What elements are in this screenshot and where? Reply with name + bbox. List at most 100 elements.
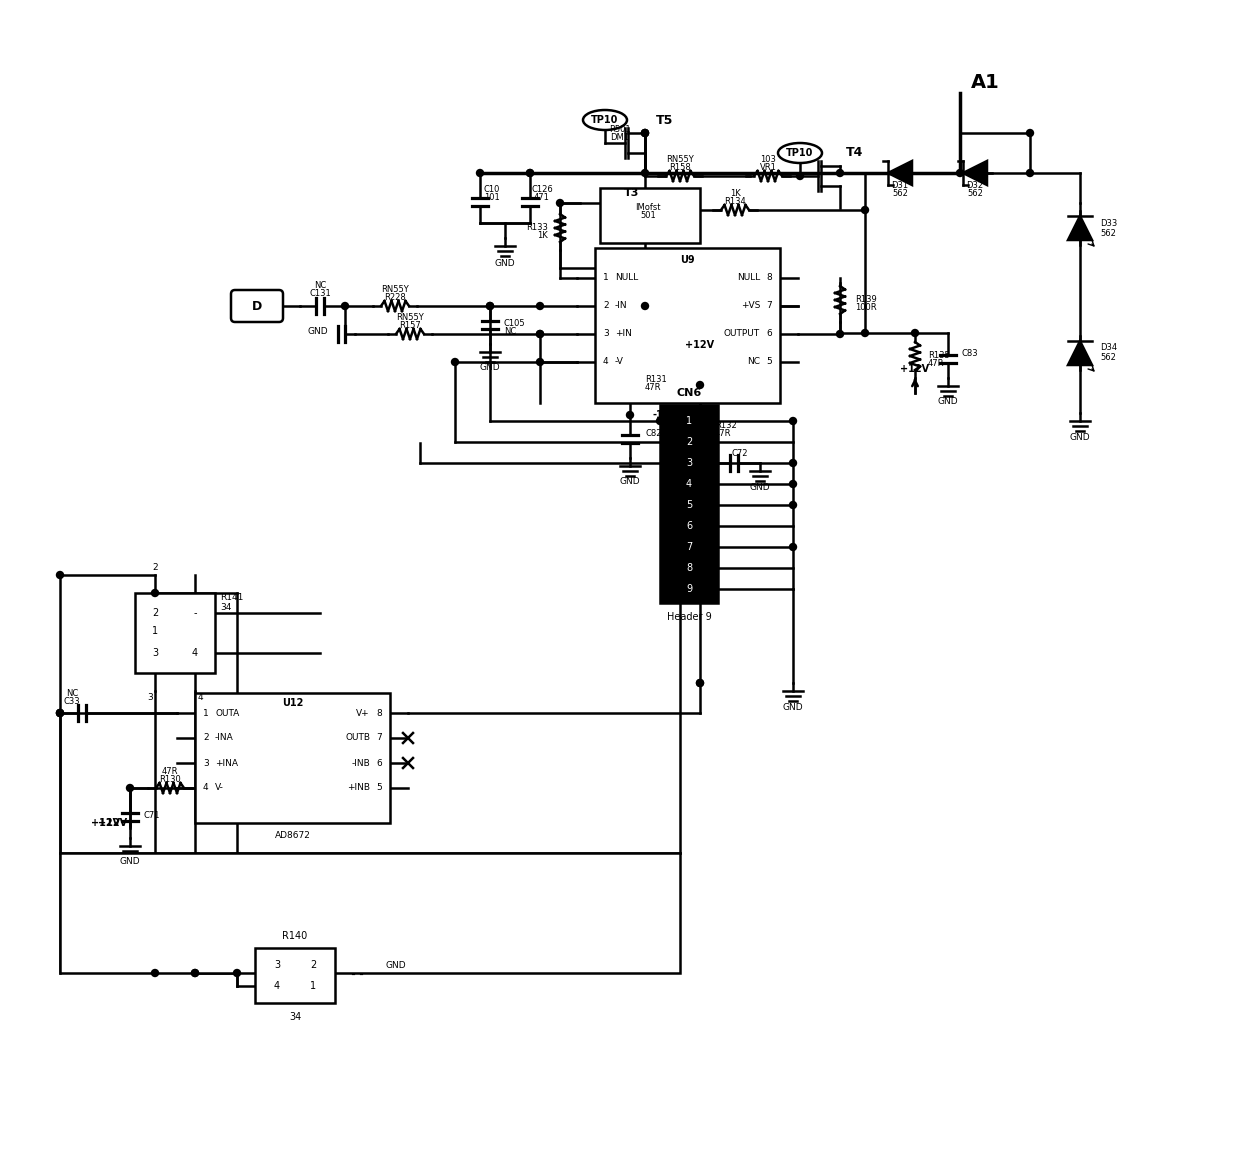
Text: 1: 1	[310, 981, 316, 991]
Text: 4: 4	[603, 358, 609, 366]
Text: 3: 3	[148, 692, 153, 701]
Text: C33: C33	[63, 697, 81, 705]
Text: 1: 1	[203, 708, 208, 718]
Text: R130: R130	[159, 774, 181, 784]
Text: 6: 6	[766, 330, 773, 339]
Text: 2: 2	[686, 438, 692, 447]
Text: R135: R135	[928, 352, 950, 360]
Text: 501: 501	[640, 211, 656, 221]
Bar	[595, 248, 780, 404]
Text: T3: T3	[624, 188, 640, 198]
Circle shape	[862, 330, 868, 337]
Circle shape	[956, 170, 963, 176]
Bar	[255, 948, 335, 1003]
Text: Header 9: Header 9	[667, 612, 712, 622]
Circle shape	[486, 303, 494, 310]
Text: GND: GND	[308, 326, 329, 335]
Text: GND: GND	[620, 477, 640, 487]
Circle shape	[697, 381, 703, 388]
Text: +12V: +12V	[900, 364, 930, 374]
Text: R134: R134	[724, 197, 746, 205]
Text: GND: GND	[480, 364, 500, 373]
Circle shape	[697, 460, 703, 467]
Text: U9: U9	[681, 255, 694, 265]
Text: D34: D34	[1100, 344, 1117, 353]
Circle shape	[790, 460, 796, 467]
Text: D33: D33	[1100, 218, 1117, 228]
Text: C83: C83	[962, 348, 978, 358]
Circle shape	[862, 206, 868, 213]
Text: 562: 562	[967, 189, 983, 197]
Circle shape	[57, 710, 63, 717]
Circle shape	[476, 170, 484, 176]
Circle shape	[57, 710, 63, 717]
Text: 47R: 47R	[161, 766, 179, 775]
Text: 103: 103	[760, 155, 776, 163]
Circle shape	[1027, 129, 1033, 136]
Circle shape	[537, 331, 543, 338]
Text: 6: 6	[686, 521, 692, 531]
Text: R132: R132	[715, 420, 737, 429]
Circle shape	[697, 679, 703, 686]
Text: 7: 7	[376, 733, 382, 743]
Text: GND: GND	[1070, 433, 1090, 441]
Bar	[60, 853, 680, 972]
Text: 1K: 1K	[729, 189, 740, 197]
Text: +INA: +INA	[215, 759, 238, 767]
Polygon shape	[963, 161, 987, 185]
Text: D32: D32	[966, 181, 983, 190]
Text: R140: R140	[283, 931, 308, 941]
Text: R141: R141	[219, 594, 243, 603]
Text: 3: 3	[603, 330, 609, 339]
Text: 562: 562	[1100, 229, 1116, 237]
Text: 4: 4	[203, 784, 208, 793]
Text: RN55Y: RN55Y	[666, 155, 694, 163]
Circle shape	[527, 170, 533, 176]
Text: 8: 8	[766, 273, 773, 283]
Text: 6: 6	[376, 759, 382, 767]
Text: TP10: TP10	[786, 148, 813, 158]
Text: 34: 34	[289, 1012, 301, 1022]
Text: 4: 4	[686, 479, 692, 489]
Text: OUTPUT: OUTPUT	[724, 330, 760, 339]
Text: C131: C131	[309, 290, 331, 298]
Text: A1: A1	[971, 74, 999, 93]
Text: U12: U12	[281, 698, 304, 708]
Text: C72: C72	[732, 448, 748, 457]
Text: R501: R501	[609, 126, 631, 135]
Text: 1: 1	[153, 626, 157, 636]
Circle shape	[537, 359, 543, 366]
Circle shape	[151, 970, 159, 976]
Text: IMofst: IMofst	[635, 203, 661, 212]
Bar	[660, 405, 718, 603]
Circle shape	[151, 590, 159, 597]
Circle shape	[626, 412, 634, 419]
Text: 2: 2	[151, 608, 159, 618]
Text: AD8672: AD8672	[274, 830, 310, 840]
Text: 2: 2	[603, 301, 609, 311]
Text: 5: 5	[686, 500, 692, 510]
Text: 8: 8	[686, 563, 692, 572]
Circle shape	[796, 172, 804, 179]
Text: T5: T5	[656, 114, 673, 127]
Bar	[195, 693, 391, 823]
Text: NC: NC	[503, 326, 516, 335]
Text: RN55Y: RN55Y	[381, 285, 409, 293]
Text: 47R: 47R	[715, 428, 732, 438]
Circle shape	[837, 170, 843, 176]
Text: 3: 3	[686, 457, 692, 468]
Circle shape	[837, 331, 843, 338]
Text: 5: 5	[766, 358, 773, 366]
Text: OUTB: OUTB	[345, 733, 370, 743]
Circle shape	[451, 359, 459, 366]
Circle shape	[697, 679, 703, 686]
Circle shape	[641, 170, 649, 176]
Text: T4: T4	[847, 147, 864, 160]
Text: 562: 562	[892, 189, 908, 197]
Text: +12V: +12V	[91, 818, 120, 828]
Text: 562: 562	[1100, 353, 1116, 362]
Text: NC: NC	[746, 358, 760, 366]
Circle shape	[641, 129, 649, 136]
Text: GND: GND	[782, 703, 804, 712]
Text: C10: C10	[484, 185, 500, 195]
